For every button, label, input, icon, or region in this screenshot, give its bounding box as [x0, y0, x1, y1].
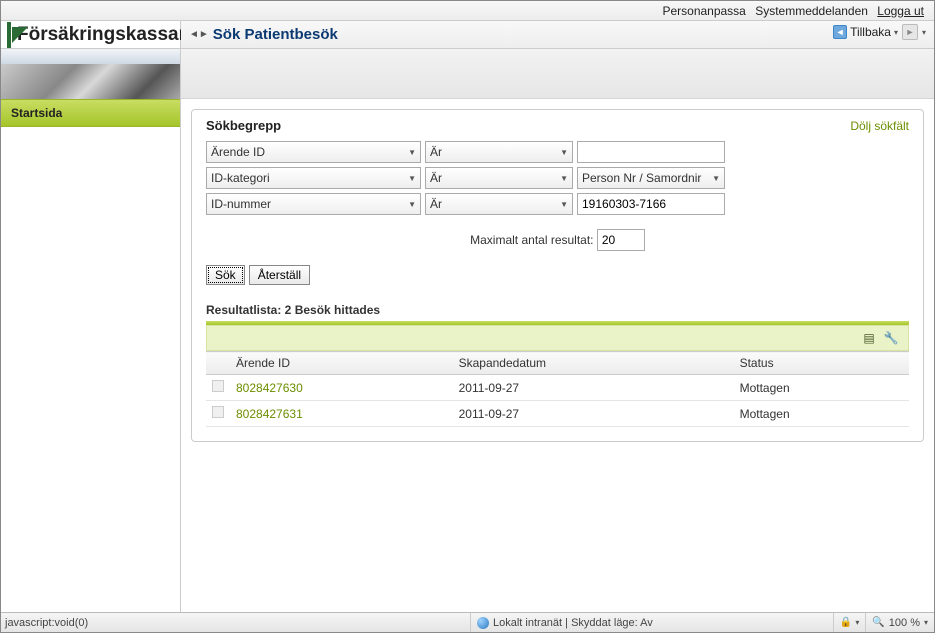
panel-title: Sökbegrepp [206, 118, 281, 133]
lock-icon: 🔒 [840, 617, 852, 628]
sidebar-item-startsida[interactable]: Startsida [1, 99, 180, 127]
results-title: Resultatlista: 2 Besök hittades [206, 303, 909, 317]
search-button[interactable]: Sök [206, 265, 245, 285]
field-select-2[interactable]: ID-nummer▼ [206, 193, 421, 215]
globe-icon [477, 617, 489, 629]
cell-date: 2011-09-27 [453, 401, 734, 427]
toolbar-strip [181, 49, 934, 99]
hide-search-fields-link[interactable]: Dölj sökfält [850, 119, 909, 133]
search-row-1: ID-kategori▼ Är▼ Person Nr / Samordnir▼ [206, 167, 909, 189]
cell-date: 2011-09-27 [453, 375, 734, 401]
col-status[interactable]: Status [734, 352, 909, 375]
status-security[interactable]: 🔒 ▾ [833, 613, 865, 632]
value-input-2[interactable] [577, 193, 725, 215]
search-panel: Sökbegrepp Dölj sökfält Ärende ID▼ Är▼ I… [191, 109, 924, 442]
chevron-down-icon: ▼ [560, 174, 568, 183]
max-results-input[interactable] [597, 229, 645, 251]
value-select-1[interactable]: Person Nr / Samordnir▼ [577, 167, 725, 189]
settings-icon[interactable]: 🔧 [884, 331, 898, 345]
search-row-2: ID-nummer▼ Är▼ [206, 193, 909, 215]
status-zoom[interactable]: 🔍 100 % ▾ [865, 613, 934, 632]
search-row-0: Ärende ID▼ Är▼ [206, 141, 909, 163]
table-row[interactable]: 8028427631 2011-09-27 Mottagen [206, 401, 909, 427]
page-actions: ◄ Tillbaka ▾ ► ▾ [833, 24, 926, 40]
op-select-0[interactable]: Är▼ [425, 141, 573, 163]
back-arrow-icon: ◄ [833, 25, 847, 39]
sidebar: Startsida [1, 49, 181, 612]
row-select-box[interactable] [212, 406, 224, 418]
col-skapandedatum[interactable]: Skapandedatum [453, 352, 734, 375]
brand-logo-icon [7, 22, 11, 48]
chevron-down-icon: ▼ [408, 200, 416, 209]
back-label: Tillbaka [850, 25, 891, 39]
system-messages-link[interactable]: Systemmeddelanden [755, 4, 868, 18]
main: Sökbegrepp Dölj sökfält Ärende ID▼ Är▼ I… [181, 49, 934, 612]
chevron-down-icon: ▼ [560, 148, 568, 157]
brand-name: Försäkringskassan [17, 24, 190, 46]
table-row[interactable]: 8028427630 2011-09-27 Mottagen [206, 375, 909, 401]
forward-caret-icon: ▾ [922, 28, 926, 37]
max-results-row: Maximalt antal resultat: [206, 229, 909, 251]
button-row: Sök Återställ [206, 265, 909, 285]
status-mid-text: Lokalt intranät | Skyddat läge: Av [493, 617, 653, 629]
chevron-down-icon: ▾ [924, 618, 928, 627]
results-table: Ärende ID Skapandedatum Status 802842763… [206, 351, 909, 427]
back-button[interactable]: ◄ Tillbaka ▾ [833, 25, 898, 39]
max-results-label: Maximalt antal resultat: [470, 233, 593, 247]
export-icon[interactable]: ▤ [862, 331, 876, 345]
chevron-down-icon: ▼ [408, 174, 416, 183]
page-title-bar: ◄► Sök Patientbesök ◄ Tillbaka ▾ ► ▾ [181, 21, 934, 48]
logout-link[interactable]: Logga ut [877, 4, 924, 18]
back-caret-icon: ▾ [894, 28, 898, 37]
forward-button[interactable]: ► [902, 24, 918, 40]
chevron-down-icon: ▼ [408, 148, 416, 157]
chevron-down-icon: ▾ [855, 618, 859, 627]
cell-status: Mottagen [734, 401, 909, 427]
header-row: Försäkringskassan ◄► Sök Patientbesök ◄ … [1, 21, 934, 49]
results-toolbar: ▤ 🔧 [206, 325, 909, 351]
zoom-icon: 🔍 [872, 617, 884, 628]
value-input-0[interactable] [577, 141, 725, 163]
status-mid: Lokalt intranät | Skyddat läge: Av [471, 617, 833, 629]
zoom-value: 100 % [889, 617, 920, 629]
statusbar: javascript:void(0) Lokalt intranät | Sky… [1, 612, 934, 632]
collapse-sidebar-icon[interactable]: ◄► [189, 29, 209, 40]
body: Startsida Sökbegrepp Dölj sökfält Ärende… [1, 49, 934, 612]
page-title: Sök Patientbesök [213, 26, 338, 43]
field-select-1[interactable]: ID-kategori▼ [206, 167, 421, 189]
op-select-2[interactable]: Är▼ [425, 193, 573, 215]
personalize-link[interactable]: Personanpassa [662, 4, 745, 18]
col-arende-id[interactable]: Ärende ID [230, 352, 453, 375]
chevron-down-icon: ▼ [712, 174, 720, 183]
status-left: javascript:void(0) [1, 613, 471, 632]
field-select-0[interactable]: Ärende ID▼ [206, 141, 421, 163]
logo-area: Försäkringskassan [1, 21, 181, 48]
reset-button[interactable]: Återställ [249, 265, 310, 285]
op-select-1[interactable]: Är▼ [425, 167, 573, 189]
arende-link[interactable]: 8028427631 [236, 407, 303, 421]
top-nav: Personanpassa Systemmeddelanden Logga ut [1, 1, 934, 21]
cell-status: Mottagen [734, 375, 909, 401]
sidebar-banner-image [1, 49, 180, 99]
row-select-box[interactable] [212, 380, 224, 392]
chevron-down-icon: ▼ [560, 200, 568, 209]
arende-link[interactable]: 8028427630 [236, 381, 303, 395]
col-select [206, 352, 230, 375]
